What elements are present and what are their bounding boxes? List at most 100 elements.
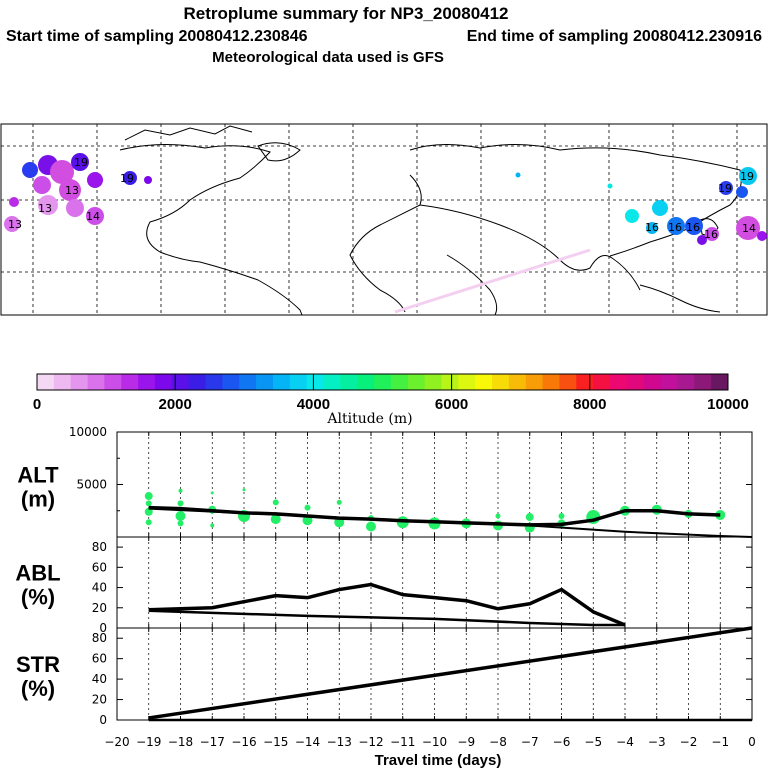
x-tick-label: 0 [748, 735, 756, 749]
colorbar-cell [104, 374, 122, 390]
panel-alt: 10000 5000 ALT(m) [17, 425, 753, 538]
plume-blob [736, 186, 748, 198]
x-tick-label: −5 [584, 735, 602, 749]
cluster-label: 19 [74, 156, 88, 169]
colorbar-cell [559, 374, 577, 390]
east-africa [446, 254, 498, 316]
colorbar-cell [458, 374, 476, 390]
x-tick-label: −8 [489, 735, 507, 749]
map-frame [0, 123, 768, 316]
colorbar-cell [171, 374, 190, 390]
colorbar-cell [205, 374, 223, 390]
colorbar-tick-label: 0 [33, 396, 41, 413]
plume-blob [66, 199, 84, 217]
x-tick-label: −10 [422, 735, 447, 749]
cluster-label: 13 [8, 218, 22, 231]
eurasia-north-coast [409, 143, 742, 257]
colorbar-cell [542, 374, 560, 390]
americas-coast [119, 143, 303, 316]
time-series-panels: 100005000ALT(m)806040200ABL(%)806040200S… [15, 425, 755, 749]
alt-scatter-point [177, 520, 184, 527]
panel-ylabel-units: (%) [21, 676, 55, 701]
x-tick-label: −12 [358, 735, 383, 749]
colorbar-title: Altitude (m) [326, 411, 412, 427]
cluster-label: 19 [718, 182, 732, 195]
alt-scatter-point [178, 488, 183, 493]
y-tick-label: 80 [92, 631, 107, 645]
y-tick-label: 20 [92, 601, 107, 615]
colorbar-cell [306, 374, 325, 390]
y-tick-label: 10000 [69, 425, 107, 439]
cluster-label: 14 [742, 222, 756, 235]
alt-scatter-point [270, 514, 281, 525]
x-axis-title: Travel time (days) [375, 752, 502, 768]
plume-blob [144, 176, 152, 184]
plume-blob [646, 222, 658, 234]
colorbar-ticks: 0 2000 4000 6000 8000 10000 [33, 374, 749, 413]
alt-scatter-point [145, 500, 152, 507]
end-time-label: End time of sampling 20080412.230916 [467, 28, 762, 45]
world-map-panel: 13 13 13 14 19 19 19 19 16 16 16 16 14 [0, 123, 768, 316]
panel-ylabel-top: ALT [17, 463, 59, 488]
colorbar-cell [626, 374, 645, 390]
start-time-label: Start time of sampling 20080412.230846 [6, 28, 308, 45]
colorbar-tick-label: 4000 [297, 396, 330, 413]
alt-scatter-point [144, 492, 153, 501]
x-tick-label: −7 [521, 735, 539, 749]
se-asia-islands [639, 284, 721, 313]
plume-blob [705, 227, 719, 241]
colorbar-cell [222, 374, 240, 390]
colorbar-tick-label: 2000 [159, 396, 192, 413]
colorbar: 0 2000 4000 6000 8000 10000 Altitude (m) [33, 373, 749, 427]
plume-blob [625, 209, 639, 223]
cluster-label: 16 [668, 221, 682, 234]
plume-blob [697, 235, 707, 245]
cluster-label: 16 [704, 228, 718, 241]
greenland [257, 142, 301, 162]
panel-abl: 80 60 40 20 0 ABL(%) [15, 536, 753, 635]
x-tick-label: −16 [231, 735, 256, 749]
colorbar-cell [256, 374, 274, 390]
x-tick-label: −20 [104, 735, 129, 749]
map-graticule [1, 124, 767, 315]
colorbar-cell [610, 374, 628, 390]
alt-scatter-point [175, 511, 186, 521]
cluster-label: 19 [740, 170, 754, 183]
x-tick-label: −6 [553, 735, 571, 749]
alt-scatter-point [145, 519, 152, 526]
colorbar-cell [424, 374, 442, 390]
colorbar-cells [37, 374, 729, 390]
x-tick-label: −18 [168, 735, 193, 749]
plume-clusters [4, 153, 767, 245]
colorbar-cell [407, 374, 426, 390]
x-tick-label: −15 [263, 735, 288, 749]
plume-blob [59, 179, 81, 201]
colorbar-cell [121, 374, 139, 390]
x-tick-label: −19 [136, 735, 161, 749]
x-tick-label: −4 [616, 735, 634, 749]
cluster-label: 16 [686, 221, 700, 234]
plume-blob [667, 217, 685, 235]
pink-trajectory [394, 248, 591, 314]
plume-blob [9, 197, 19, 207]
x-tick-label: −13 [327, 735, 352, 749]
x-tick-label: −2 [680, 735, 698, 749]
colorbar-cell [390, 374, 409, 390]
colorbar-cell [593, 374, 611, 390]
abl-series-line [148, 609, 625, 627]
colorbar-cell [37, 374, 55, 390]
y-tick-label: 0 [99, 713, 107, 727]
colorbar-cell [87, 374, 105, 390]
x-tick-label: −17 [200, 735, 225, 749]
y-tick-label: 80 [92, 540, 107, 554]
coastlines [119, 125, 742, 316]
alt-scatter-point [144, 507, 153, 516]
colorbar-tick-label: 6000 [435, 396, 468, 413]
figure-title: Retroplume summary for NP3_20080412 [183, 4, 508, 23]
colorbar-cell [154, 374, 173, 390]
plume-blob [685, 217, 703, 235]
plume-blob [87, 172, 103, 188]
y-tick-label: 60 [92, 652, 107, 666]
x-tick-label: −1 [711, 735, 729, 749]
